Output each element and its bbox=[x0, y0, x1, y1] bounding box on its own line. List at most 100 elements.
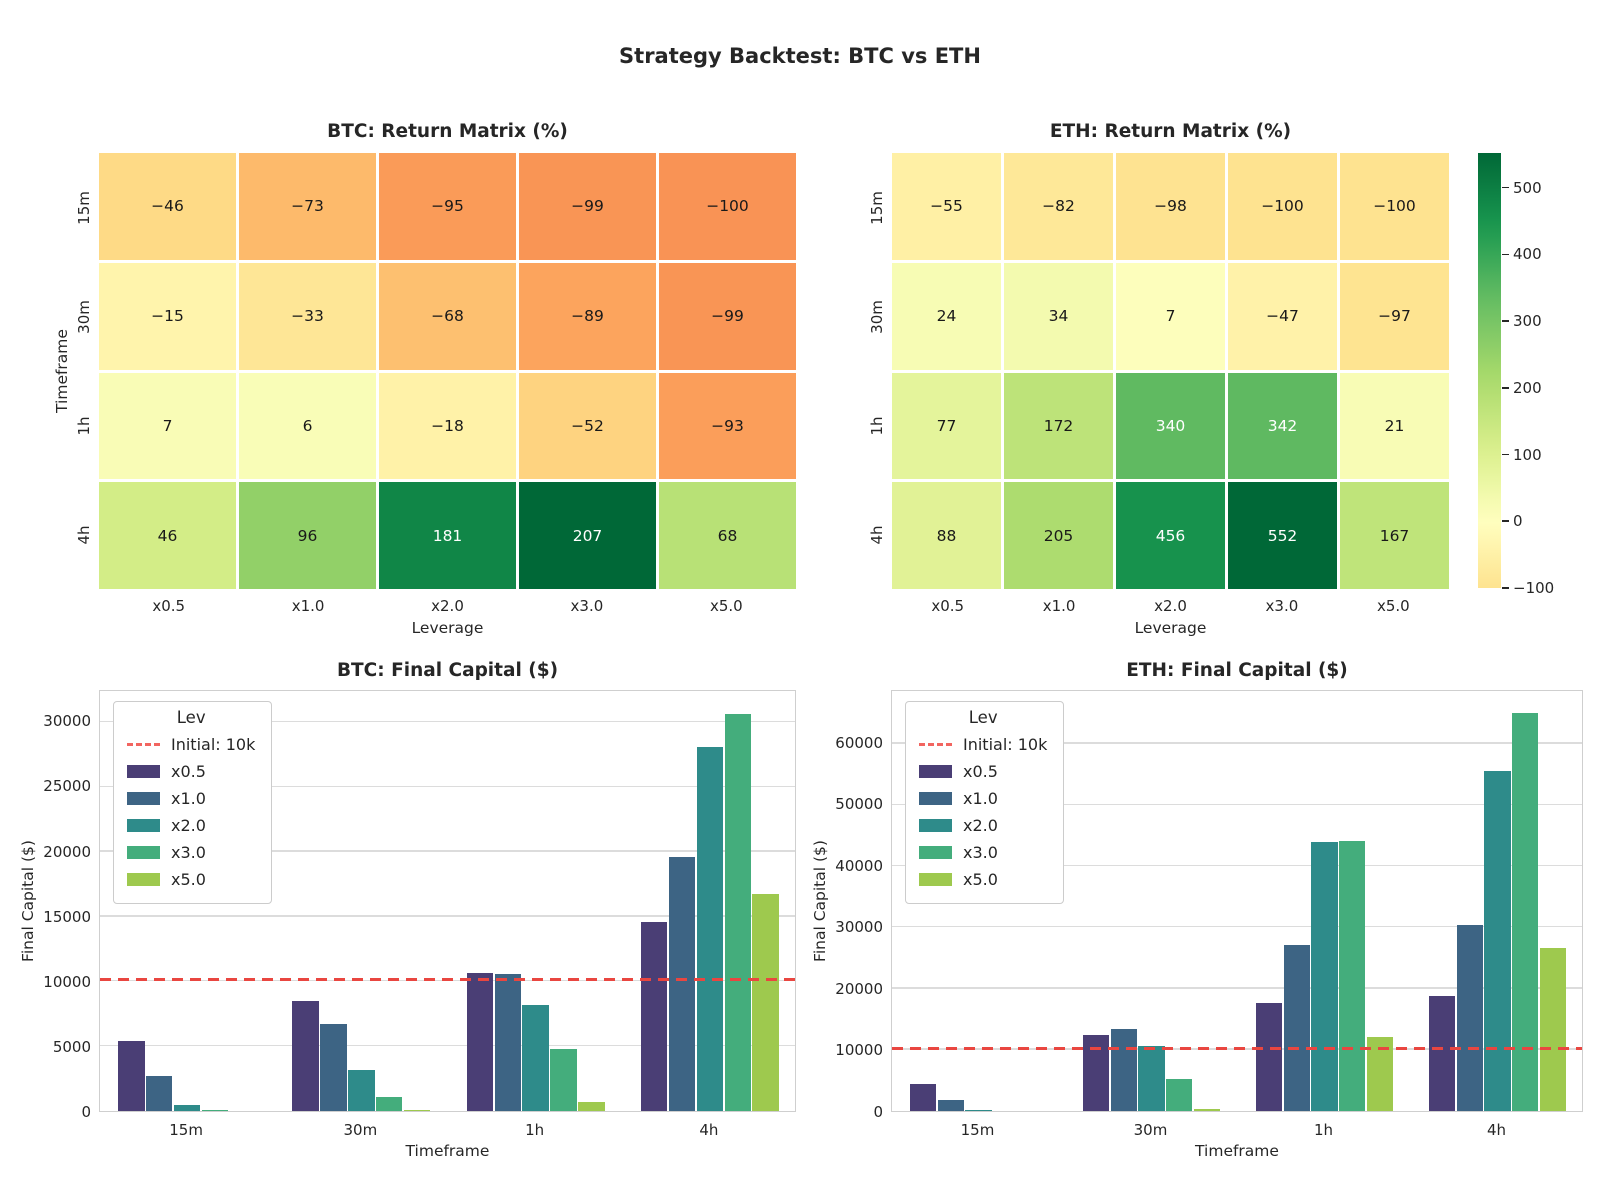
eth-bar-1h-x0.5 bbox=[1256, 1002, 1283, 1111]
gridline bbox=[100, 720, 795, 723]
dashed-line-icon bbox=[919, 743, 952, 746]
legend-item-x1.0: x1.0 bbox=[919, 785, 1047, 812]
btc-capital-y-tick-label: 30000 bbox=[43, 712, 91, 731]
eth-bar-1h-x2.0 bbox=[1311, 842, 1338, 1111]
heatmap-cell-value: −52 bbox=[571, 416, 604, 435]
heatmap-cell-value: −99 bbox=[711, 307, 744, 326]
btc-capital-xlabel: Timeframe bbox=[405, 1142, 490, 1160]
btc-heatmap-cell-30m-x1.0: −33 bbox=[239, 262, 376, 370]
eth-legend: Lev Initial: 10k x0.5 x1.0 x2.0 x3.0 x5.0 bbox=[905, 701, 1065, 904]
eth-bar-15m-x1.0 bbox=[937, 1100, 964, 1111]
btc-heatmap-cell-15m-x2.0: −95 bbox=[379, 153, 516, 260]
eth-heatmap-cell-30m-x1.0: 34 bbox=[1004, 262, 1113, 370]
figure-title: Strategy Backtest: BTC vs ETH bbox=[619, 44, 981, 68]
btc-heatmap-cell-30m-x3.0: −89 bbox=[519, 262, 656, 370]
heatmap-cell-value: 181 bbox=[432, 526, 463, 545]
color-swatch-icon bbox=[919, 873, 952, 886]
btc-heatmap-cell-15m-x1.0: −73 bbox=[239, 153, 376, 260]
eth-heatmap-cell-1h-x5.0: 21 bbox=[1340, 372, 1449, 480]
eth-heatmap-cell-15m-x5.0: −100 bbox=[1340, 153, 1449, 260]
legend-title: Lev bbox=[968, 708, 998, 727]
dashed-line-icon bbox=[127, 743, 160, 746]
eth-heatmap-grid: −55 −82 −98 −100 −100 24 34 7 −47 −97 77 172 340 342 2… bbox=[892, 153, 1449, 589]
gridline bbox=[892, 742, 1582, 744]
heatmap-cell-value: 88 bbox=[936, 526, 957, 545]
eth-bar-4h-x0.5 bbox=[1429, 996, 1456, 1111]
colorbar bbox=[1478, 153, 1501, 588]
legend-item-label: x3.0 bbox=[963, 843, 998, 862]
capital-x-tick-label: 30m bbox=[343, 1121, 378, 1139]
btc-heatmap-cell-15m-x3.0: −99 bbox=[519, 153, 656, 260]
btc-heatmap-cell-4h-x0.5: 46 bbox=[99, 482, 236, 589]
eth-bar-4h-x5.0 bbox=[1539, 947, 1566, 1111]
eth-heatmap-cell-4h-x0.5: 88 bbox=[892, 482, 1001, 589]
capital-x-tick-label: 1h bbox=[1313, 1121, 1334, 1139]
btc-heatmap-cell-15m-x0.5: −46 bbox=[99, 153, 236, 260]
heatmap-cell-value: 172 bbox=[1043, 416, 1074, 435]
color-swatch-icon bbox=[127, 792, 160, 805]
btc-heatmap-cell-4h-x3.0: 207 bbox=[519, 482, 656, 589]
eth-heatmap-cell-15m-x0.5: −55 bbox=[892, 153, 1001, 260]
gridline bbox=[100, 785, 795, 787]
eth-heatmap-cell-15m-x2.0: −98 bbox=[1116, 153, 1225, 260]
btc-heatmap-cell-4h-x5.0: 68 bbox=[659, 482, 796, 589]
btc-heatmap-cell-30m-x2.0: −68 bbox=[379, 262, 516, 370]
heatmap-x-tick-label: x3.0 bbox=[1265, 597, 1299, 615]
eth-heatmap-cell-30m-x2.0: 7 bbox=[1116, 262, 1225, 370]
capital-x-tick-label: 15m bbox=[169, 1121, 203, 1139]
heatmap-cell-value: 340 bbox=[1155, 416, 1186, 435]
eth-heatmap-cell-30m-x5.0: −97 bbox=[1340, 262, 1449, 370]
btc-bar-4h-x2.0 bbox=[696, 747, 724, 1111]
eth-bar-4h-x1.0 bbox=[1456, 924, 1483, 1111]
eth-heatmap-title: ETH: Return Matrix (%) bbox=[1049, 121, 1292, 142]
heatmap-cell-value: −68 bbox=[431, 307, 464, 326]
btc-bar-4h-x3.0 bbox=[724, 713, 751, 1111]
btc-bar-15m-x3.0 bbox=[201, 1109, 229, 1111]
heatmap-cell-value: 207 bbox=[572, 526, 603, 545]
legend-item-x2.0: x2.0 bbox=[127, 812, 255, 839]
legend-item-label: x1.0 bbox=[963, 789, 998, 808]
btc-heatmap-y-tick-label: 4h bbox=[75, 524, 93, 545]
colorbar-tick-mark bbox=[1502, 253, 1509, 256]
btc-heatmap-cell-1h-x2.0: −18 bbox=[379, 372, 516, 480]
eth-bar-15m-x2.0 bbox=[965, 1109, 992, 1111]
btc-heatmap-x-ticks: x0.5 x1.0 x2.0 x3.0 x5.0 bbox=[99, 597, 796, 615]
heatmap-cell-value: 6 bbox=[302, 416, 313, 435]
heatmap-x-tick-label: x1.0 bbox=[291, 597, 325, 615]
eth-capital-y-tick-label: 40000 bbox=[835, 856, 883, 875]
btc-heatmap-y-tick-label: 1h bbox=[75, 415, 93, 436]
btc-heatmap-cell-1h-x3.0: −52 bbox=[519, 372, 656, 480]
colorbar-tick-label: 100 bbox=[1513, 445, 1542, 464]
eth-capital-xlabel: Timeframe bbox=[1195, 1142, 1279, 1160]
btc-heatmap-cell-15m-x5.0: −100 bbox=[659, 153, 796, 260]
heatmap-cell-value: −97 bbox=[1378, 307, 1411, 326]
btc-bar-1h-x0.5 bbox=[466, 972, 494, 1111]
btc-heatmap-cell-30m-x5.0: −99 bbox=[659, 262, 796, 370]
color-swatch-icon bbox=[127, 846, 160, 859]
eth-heatmap-xlabel: Leverage bbox=[1134, 619, 1207, 637]
legend-item-x3.0: x3.0 bbox=[127, 839, 255, 866]
btc-capital-title: BTC: Final Capital ($) bbox=[336, 660, 559, 681]
heatmap-x-tick-label: x0.5 bbox=[152, 597, 186, 615]
colorbar-tick-mark bbox=[1502, 387, 1509, 389]
heatmap-cell-value: −100 bbox=[1261, 197, 1304, 216]
gridline bbox=[892, 803, 1582, 805]
colorbar-tick-label: 0 bbox=[1513, 512, 1523, 531]
btc-heatmap-cell-4h-x2.0: 181 bbox=[379, 482, 516, 589]
btc-capital-y-tick-label: 10000 bbox=[43, 972, 91, 991]
eth-heatmap-cell-4h-x1.0: 205 bbox=[1004, 482, 1113, 589]
btc-heatmap-cell-1h-x5.0: −93 bbox=[659, 372, 796, 480]
heatmap-x-tick-label: x5.0 bbox=[1376, 597, 1410, 615]
btc-bar-30m-x5.0 bbox=[403, 1109, 431, 1111]
btc-bar-1h-x5.0 bbox=[578, 1101, 605, 1111]
eth-capital-chart: Lev Initial: 10k x0.5 x1.0 x2.0 x3.0 x5.0 bbox=[891, 690, 1583, 1112]
btc-legend: Lev Initial: 10k x0.5 x1.0 x2.0 x3.0 x5.0 bbox=[113, 701, 273, 904]
gridline bbox=[100, 850, 795, 852]
eth-heatmap-cell-4h-x5.0: 167 bbox=[1340, 482, 1449, 589]
eth-bar-30m-x5.0 bbox=[1193, 1109, 1220, 1111]
colorbar-tick-mark bbox=[1502, 320, 1509, 322]
capital-x-tick-label: 15m bbox=[960, 1121, 995, 1139]
legend-item-label: x3.0 bbox=[171, 843, 206, 862]
btc-bar-30m-x2.0 bbox=[348, 1069, 375, 1111]
